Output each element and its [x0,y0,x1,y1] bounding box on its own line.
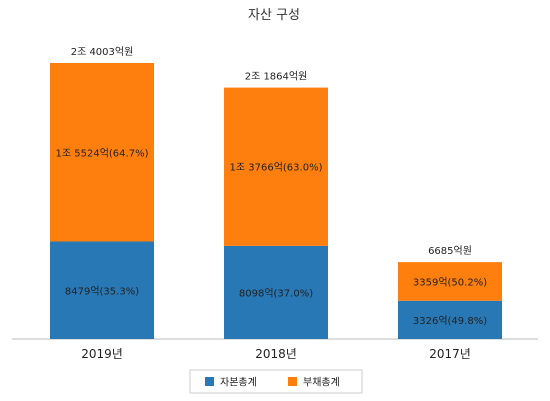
bars-group: 8479억(35.3%) 1조 5524억(64.7%) 2조 4003억원 2019… [50,46,502,361]
total-label-2018: 2조 1864억원 [245,71,308,83]
bar-segment-2017-series0 [398,300,502,339]
bar-segment-2019-series1 [50,63,154,242]
category-label-2018: 2018년 [255,347,297,361]
legend-label-series0: 자본총계 [220,377,257,389]
category-label-2019: 2019년 [81,347,123,361]
data-label-2017-series0: 3326억(49.8%) [413,315,487,327]
legend-label-series1: 부채총계 [303,377,340,389]
legend-swatch-series1 [288,377,297,386]
bar-segment-2018-series1 [224,87,328,246]
data-label-2018-series0: 8098억(37.0%) [239,287,313,299]
bar-segment-2018-series0 [224,245,328,339]
data-label-2017-series1: 3359억(50.2%) [413,276,487,288]
data-label-2019-series0: 8479억(35.3%) [65,285,139,297]
total-label-2019: 2조 4003억원 [71,46,134,58]
category-label-2017: 2017년 [429,347,471,361]
bar-segment-2017-series1 [398,262,502,301]
legend: 자본총계 부채총계 [189,369,363,394]
data-label-2018-series1: 1조 3766억(63.0%) [230,162,323,174]
legend-frame [189,369,363,394]
chart-title: 자산 구성 [248,8,300,23]
bar-segment-2019-series0 [50,241,154,339]
legend-swatch-series0 [205,377,214,386]
total-label-2017: 6685억원 [428,245,472,257]
data-label-2019-series1: 1조 5524억(64.7%) [56,147,149,159]
